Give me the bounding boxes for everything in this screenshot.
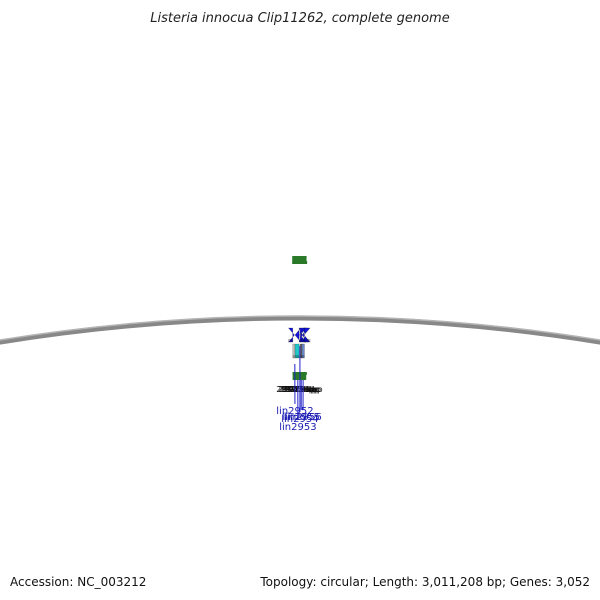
gene-block: [301, 343, 305, 359]
gene-shade: [295, 355, 300, 359]
gene-label: lin2952: [276, 406, 313, 417]
gene-shade: [292, 355, 295, 359]
backbone-ring: [0, 315, 600, 345]
genome-title: Listeria innocua Clip11262, complete gen…: [150, 11, 449, 26]
tick-label: 2979 kbp: [285, 385, 323, 394]
tick-label: 2978 kbp: [283, 385, 321, 394]
backbone-highlight: [0, 315, 600, 341]
backbone-arc: [0, 315, 600, 345]
tick-label: 2976 kbp: [281, 385, 319, 394]
gene-arrow: [303, 327, 311, 343]
tick-label: 2974 kbp: [278, 385, 316, 394]
gene-block: [294, 343, 300, 359]
gene-features: [287, 327, 311, 359]
gene-label: lin2955: [283, 412, 320, 423]
gene-shade: [302, 355, 305, 359]
outer-tick-ring: [292, 255, 308, 265]
gene-shade: [304, 339, 311, 343]
gene-block: [292, 343, 295, 359]
gene-arrow: [287, 327, 295, 343]
accession-text: Accession: NC_003212: [10, 575, 146, 589]
gene-label: lin2954: [281, 414, 318, 425]
gene-shade: [288, 339, 293, 343]
topology-summary: Topology: circular; Length: 3,011,208 bp…: [259, 575, 590, 589]
gene-label: lin2953: [279, 422, 316, 433]
gene-shade: [300, 355, 302, 359]
gene-label: lin2956: [284, 412, 321, 423]
